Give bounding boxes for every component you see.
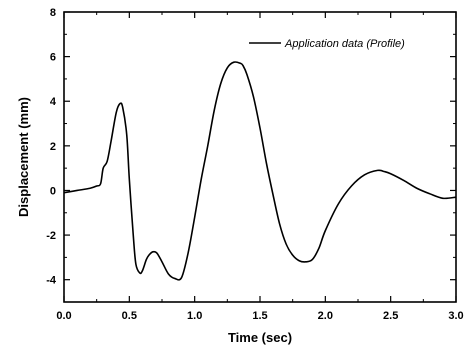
legend-label: Application data (Profile) — [284, 38, 405, 50]
x-tick-label: 1.0 — [187, 310, 202, 322]
x-tick-label: 3.0 — [448, 310, 463, 322]
y-tick-label: 2 — [50, 141, 56, 153]
x-tick-label: 1.5 — [252, 310, 267, 322]
plot-frame — [63, 11, 457, 303]
x-tick-label: 2.0 — [318, 310, 333, 322]
y-axis-title: Displacement (mm) — [16, 97, 31, 217]
tick-labels-layer: 0.0 0.5 1.0 1.5 2.0 2.5 3.0 -4 -2 0 2 4 6 8 — [46, 7, 463, 322]
y-tick-label: 0 — [50, 185, 56, 197]
x-axis-title: Time (sec) — [228, 330, 292, 345]
y-tick-label: -4 — [46, 275, 57, 287]
x-tick-label: 0.0 — [56, 310, 71, 322]
x-tick-label: 0.5 — [122, 310, 137, 322]
y-tick-label: 8 — [50, 7, 56, 19]
ticks-layer — [63, 11, 457, 303]
x-tick-label: 2.5 — [383, 310, 398, 322]
y-tick-label: 4 — [50, 96, 57, 108]
legend: Application data (Profile) — [249, 38, 405, 50]
y-tick-label: -2 — [46, 230, 56, 242]
y-tick-label: 6 — [50, 52, 56, 64]
series-line — [63, 61, 457, 281]
